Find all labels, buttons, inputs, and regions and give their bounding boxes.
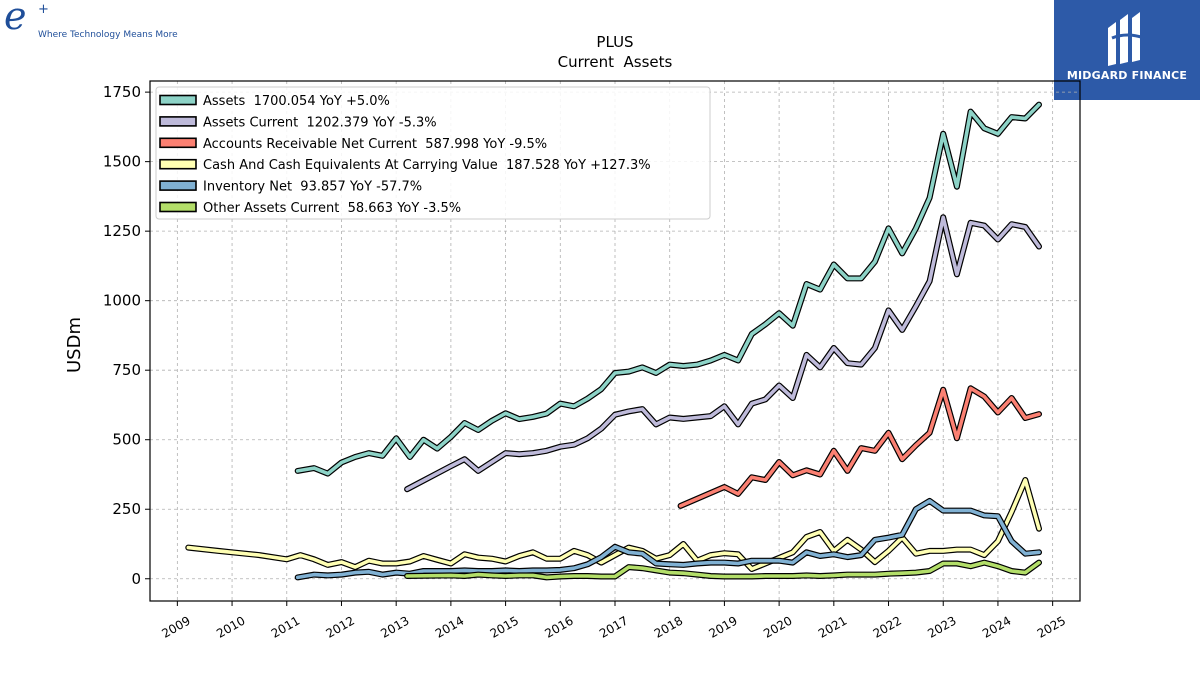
x-tick-label: 2024 [980, 613, 1013, 640]
x-tick-label: 2014 [433, 613, 466, 640]
legend-label: Other Assets Current 58.663 YoY -3.5% [203, 201, 461, 216]
logo-tagline: Where Technology Means More [38, 30, 178, 40]
legend-label: Accounts Receivable Net Current 587.998 … [203, 137, 547, 152]
brand-name: MIDGARD FINANCE [1066, 69, 1188, 82]
x-tick-label: 2025 [1035, 613, 1068, 640]
y-tick-label: 1500 [103, 153, 141, 171]
x-tick-label: 2015 [488, 613, 521, 640]
legend: Assets 1700.054 YoY +5.0% Assets Current … [155, 86, 711, 220]
legend-label: Inventory Net 93.857 YoY -57.7% [203, 180, 422, 195]
company-logo: e + Where Technology Means More [0, 0, 200, 50]
legend-box [155, 86, 711, 220]
legend-swatch [159, 94, 197, 106]
x-tick-label: 2018 [652, 613, 685, 640]
y-tick-label: 250 [112, 500, 141, 518]
series-line [405, 560, 1041, 580]
y-tick-label: 0 [131, 570, 141, 588]
legend-label: Assets 1700.054 YoY +5.0% [203, 94, 390, 109]
x-tick-label: 2011 [269, 613, 302, 640]
y-tick-label: 1750 [103, 83, 141, 101]
chart-title: PLUS [596, 33, 633, 51]
series-line [295, 102, 1041, 476]
legend-label: Assets Current 1202.379 YoY -5.3% [203, 115, 437, 130]
x-tick-label: 2013 [378, 613, 411, 640]
y-tick-label: 750 [112, 361, 141, 379]
x-tick-label: 2020 [761, 613, 794, 640]
series-line [295, 499, 1041, 580]
x-tick-label: 2010 [214, 613, 247, 640]
x-tick-label: 2017 [597, 613, 630, 640]
series-layer [185, 101, 1042, 581]
x-tick-label: 2023 [925, 613, 958, 640]
y-tick-label: 500 [112, 431, 141, 449]
series-line [405, 215, 1041, 492]
x-tick-label: 2009 [159, 613, 192, 640]
series-line [678, 386, 1041, 508]
midgard-logo-icon [1108, 12, 1145, 66]
x-tick-label: 2022 [871, 613, 904, 640]
legend-label: Cash And Cash Equivalents At Carrying Va… [203, 158, 651, 173]
legend-swatch [159, 116, 197, 127]
x-ticks: 2009 2010 2011 2012 2013 2014 2015 2016 2017 2018… [159, 601, 1068, 641]
x-tick-label: 2012 [324, 613, 357, 640]
midgard-finance-logo: MIDGARD FINANCE [1054, 0, 1200, 100]
y-axis-label: USDm [64, 317, 85, 373]
logo-mark: e [4, 0, 27, 38]
chart-subtitle: Current Assets [558, 53, 673, 71]
legend-swatch [159, 201, 197, 213]
series-line [186, 478, 1041, 571]
x-tick-label: 2021 [816, 613, 849, 640]
y-tick-label: 1000 [103, 292, 141, 310]
x-tick-label: 2016 [542, 613, 575, 640]
y-tick-label: 1250 [103, 222, 141, 240]
legend-swatch [159, 180, 197, 191]
logo-plus: + [38, 2, 49, 17]
legend-swatch [159, 158, 197, 170]
x-tick-label: 2019 [706, 613, 739, 640]
legend-swatch [159, 137, 197, 149]
y-ticks: 0 250 500 750 1000 1250 1500 1750 [103, 83, 150, 588]
